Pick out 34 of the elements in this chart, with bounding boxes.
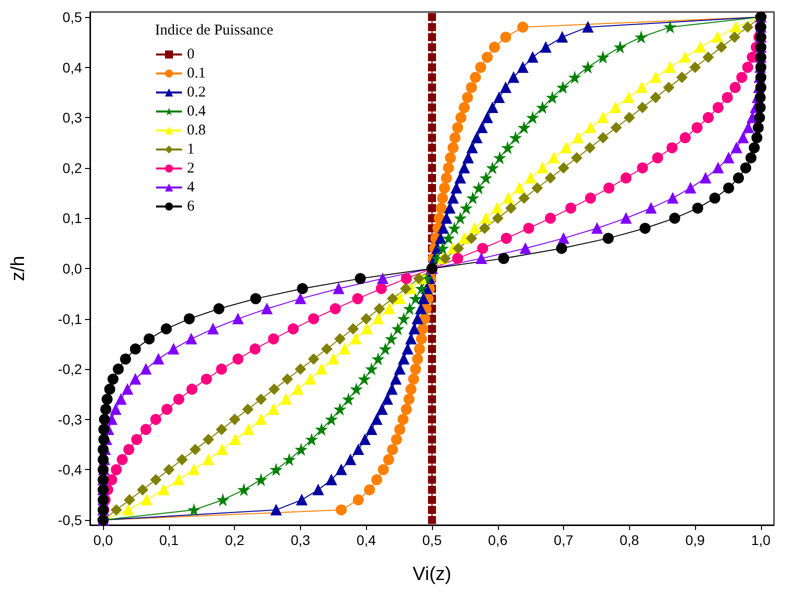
y-tick-label: -0,1: [58, 310, 82, 327]
x-tick-label: 0,0: [93, 532, 114, 548]
legend-label: 0: [187, 46, 194, 62]
legend-label: 0.1: [187, 66, 206, 82]
legend-label: 6: [187, 198, 195, 214]
y-tick-label: 0,1: [62, 210, 82, 226]
y-tick-label: -0,3: [58, 411, 82, 428]
x-tick-label: 0,8: [620, 532, 640, 548]
x-tick-label: 1,0: [751, 532, 771, 548]
y-tick-label: 0,2: [62, 160, 82, 176]
y-axis-title: z/h: [8, 256, 29, 282]
y-tick-label: -0,2: [58, 361, 82, 378]
y-tick-label: -0,4: [58, 462, 82, 478]
legend-label: 0.2: [187, 84, 206, 100]
legend-label: 2: [187, 160, 194, 176]
y-tick-label: 0,0: [62, 260, 82, 276]
x-tick-label: 0,9: [685, 532, 706, 548]
legend-label: 4: [187, 180, 195, 196]
x-tick-label: 0,1: [159, 532, 179, 548]
x-tick-label: 0,2: [224, 532, 245, 548]
x-axis-title: Vi(z): [412, 564, 452, 585]
x-tick-label: 0,5: [422, 532, 442, 548]
y-tick-label: 0,4: [62, 59, 82, 76]
x-tick-label: 0,3: [290, 532, 310, 548]
legend-title: Indice de Puissance: [155, 22, 274, 38]
y-tick-label: 0,5: [62, 9, 82, 26]
y-tick-label: -0,5: [58, 512, 82, 528]
legend-label: 0.4: [187, 104, 206, 120]
x-tick-label: 0,6: [488, 532, 508, 548]
legend-label: 0.8: [187, 122, 206, 138]
legend-label: 1: [187, 142, 194, 158]
y-tick-label: 0,3: [62, 110, 82, 126]
x-tick-label: 0,7: [554, 532, 574, 548]
x-tick-label: 0,4: [356, 532, 376, 548]
